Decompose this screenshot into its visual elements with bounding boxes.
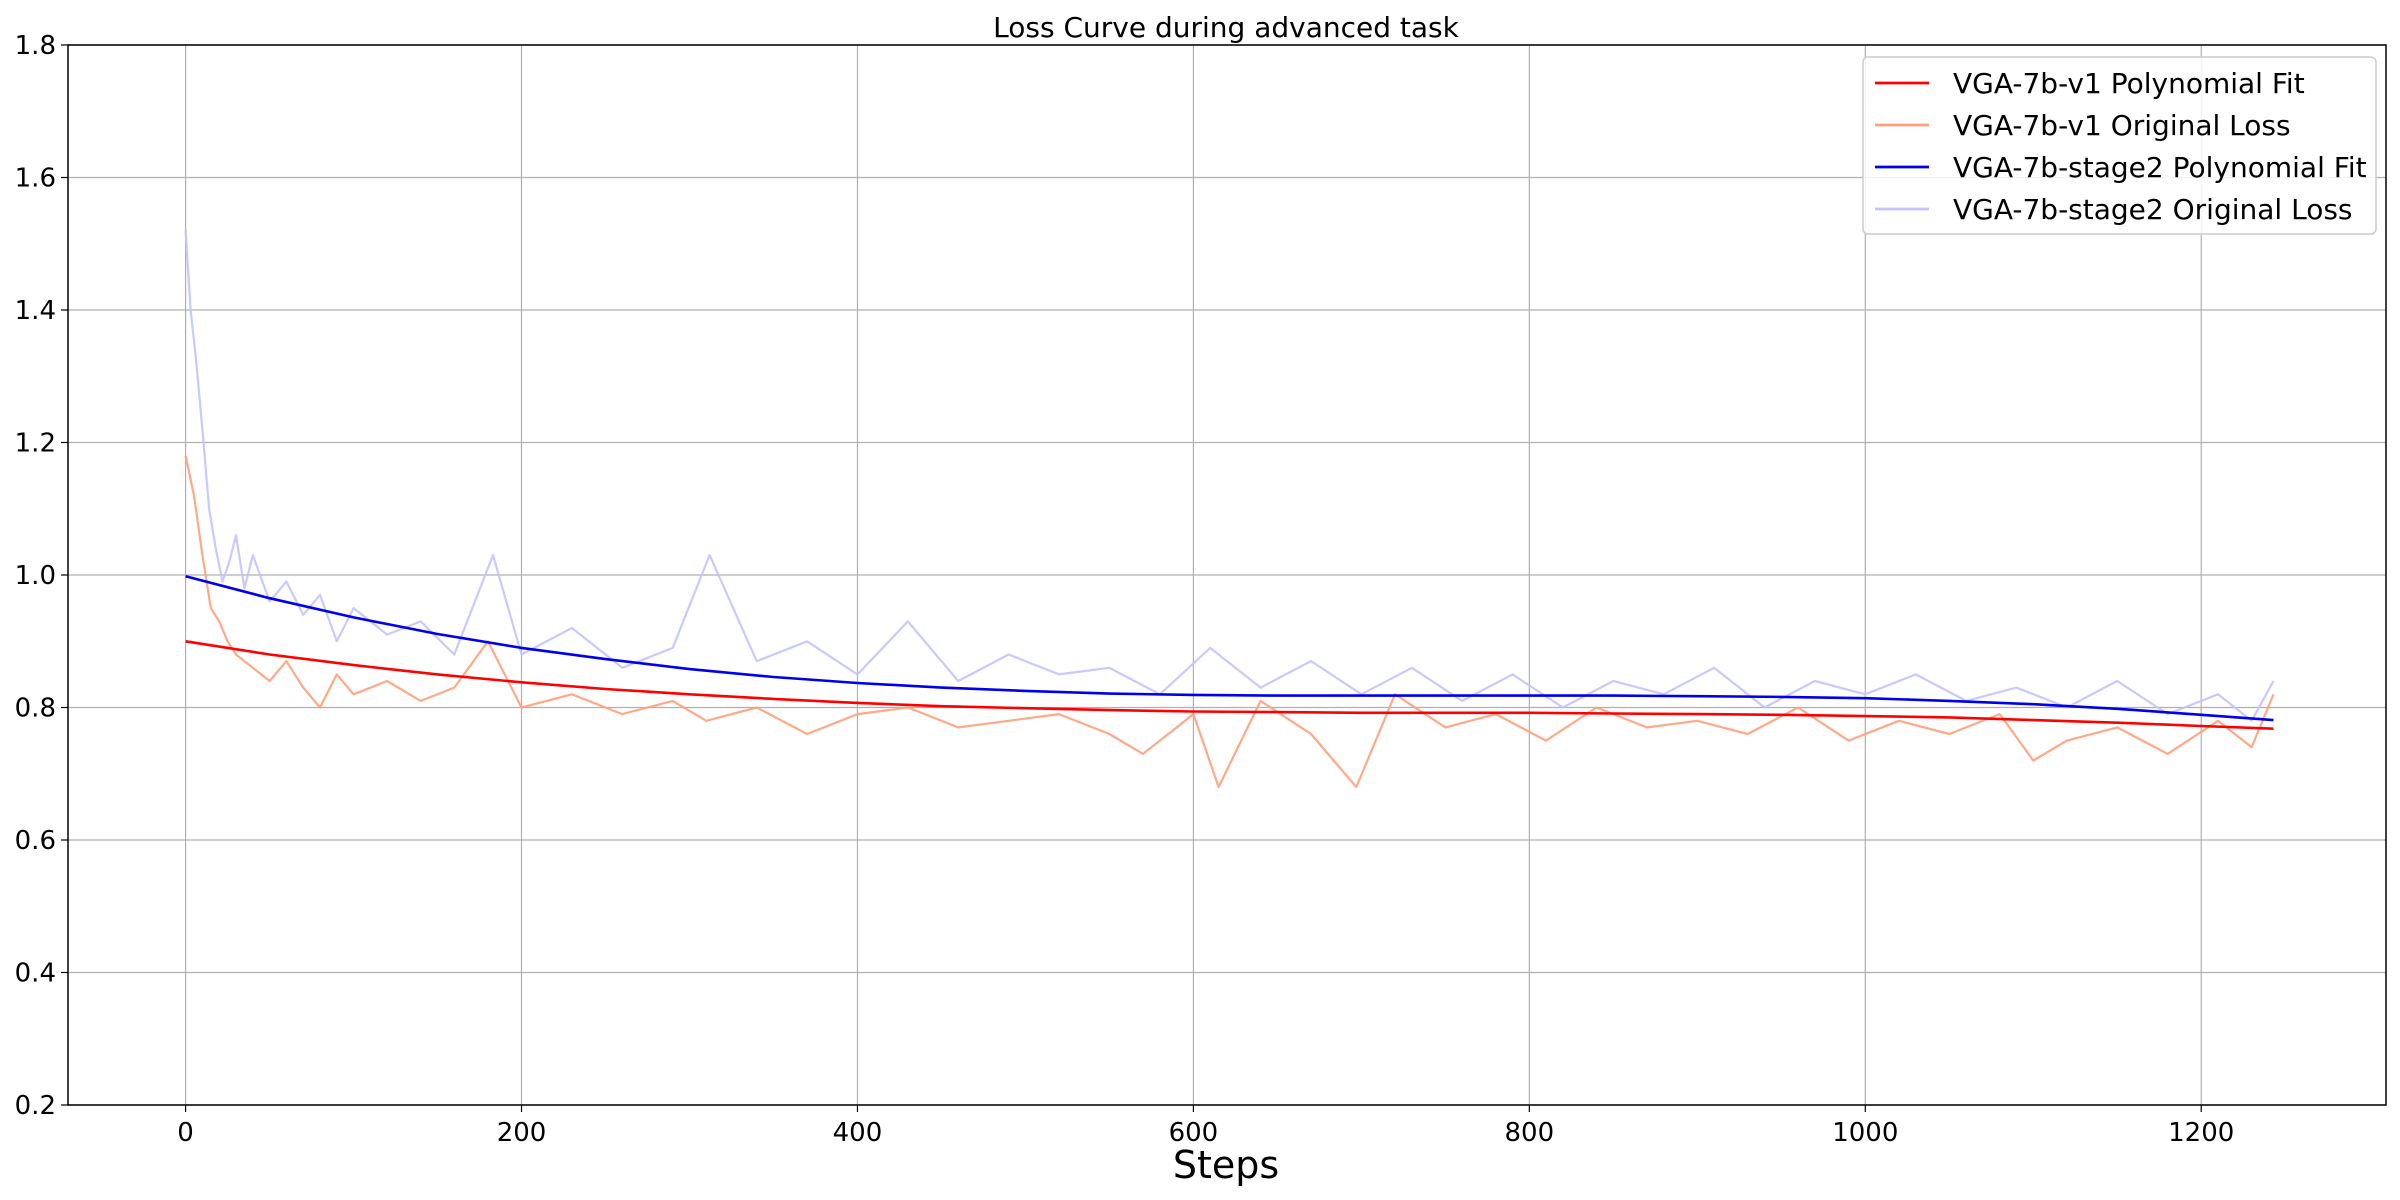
series-line-3 [185,575,2274,722]
legend-box [1862,56,2377,235]
legend-label: VGA-7b-stage2 Polynomial Fit [1953,151,2367,184]
x-axis-label: Steps [1173,1143,1279,1187]
x-tick-label: 800 [1505,1118,1555,1148]
x-tick-label: 1000 [1832,1118,1898,1148]
legend-label: VGA-7b-v1 Original Loss [1953,109,2291,142]
legend: VGA-7b-v1 Polynomial Fit VGA-7b-v1 Origin… [1862,56,2377,235]
y-tick-label: 0.2 [15,1091,56,1121]
x-tick-label: 1200 [2168,1118,2234,1148]
y-tick-label: 1.2 [15,429,56,459]
y-tick-label: 1.6 [15,164,56,194]
legend-label: VGA-7b-stage2 Original Loss [1953,193,2353,226]
y-tick-label: 1.8 [15,31,56,61]
series-line-1 [185,640,2274,730]
series-line-4 [184,230,2275,722]
y-tick-label: 0.6 [15,826,56,856]
plot-area [184,230,2275,789]
series-line-2 [184,455,2275,789]
x-tick-label: 0 [177,1118,194,1148]
y-tick-label: 1.4 [15,296,56,326]
y-tick-label: 1.0 [15,561,56,591]
y-axis: 0.2 0.4 0.6 0.8 1.0 1.2 1.4 1.6 1.8 [15,31,68,1121]
legend-label: VGA-7b-v1 Polynomial Fit [1953,67,2305,100]
x-tick-label: 400 [833,1118,883,1148]
x-tick-label: 200 [497,1118,547,1148]
x-tick-label: 600 [1169,1118,1219,1148]
chart-title: Loss Curve during advanced task [993,11,1459,44]
y-tick-label: 0.4 [15,959,56,989]
y-tick-label: 0.8 [15,694,56,724]
x-axis: 0 200 400 600 800 1000 1200 [177,1105,2234,1148]
